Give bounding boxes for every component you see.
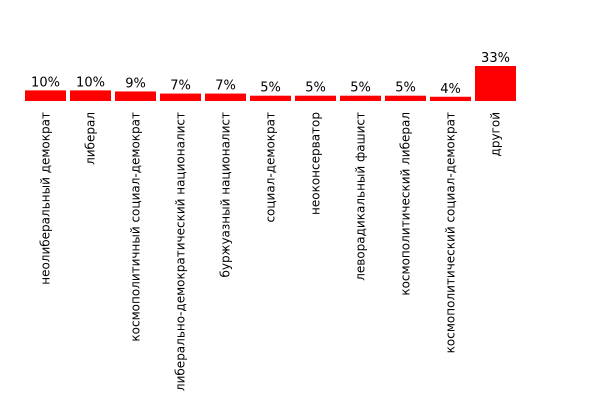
bar [250,95,291,101]
category-label: либерально-демократический националист [174,112,188,391]
category-label: либерал [84,112,98,165]
bar [295,95,336,101]
category-label: космополитический социал-демократ [444,112,458,353]
bar [385,95,426,101]
data-label: 4% [440,82,461,97]
bar [115,91,156,101]
category-label: леворадикальный фашист [354,112,368,281]
category-label: космополитический либерал [399,112,413,296]
data-label: 10% [31,75,60,90]
data-label: 5% [260,81,281,96]
bar [430,96,471,101]
category-label: буржуазный националист [219,112,233,277]
category-labels-layer: неолиберальный демократ либерал космополит… [39,112,503,391]
value-labels-layer: 10% 10% 9% 7% 7% 5% 5% 5% 5% 4% 33% [31,51,510,97]
bar [475,66,516,101]
data-label: 7% [170,79,191,94]
category-label: социал-демократ [264,112,278,223]
data-label: 9% [125,76,146,91]
data-label: 10% [76,75,105,90]
data-label: 5% [350,81,371,96]
bars-layer [25,66,516,101]
bar [70,90,111,101]
data-label: 5% [305,81,326,96]
bar [340,95,381,101]
bar [205,93,246,101]
data-label: 5% [395,81,416,96]
category-label: неолиберальный демократ [39,112,53,285]
category-label: неоконсерватор [309,112,323,215]
data-label: 7% [215,79,236,94]
data-label: 33% [481,51,510,66]
category-label: другой [489,112,503,156]
bar [160,93,201,101]
category-label: космополитичный социал-демократ [129,112,143,342]
bar [25,90,66,101]
